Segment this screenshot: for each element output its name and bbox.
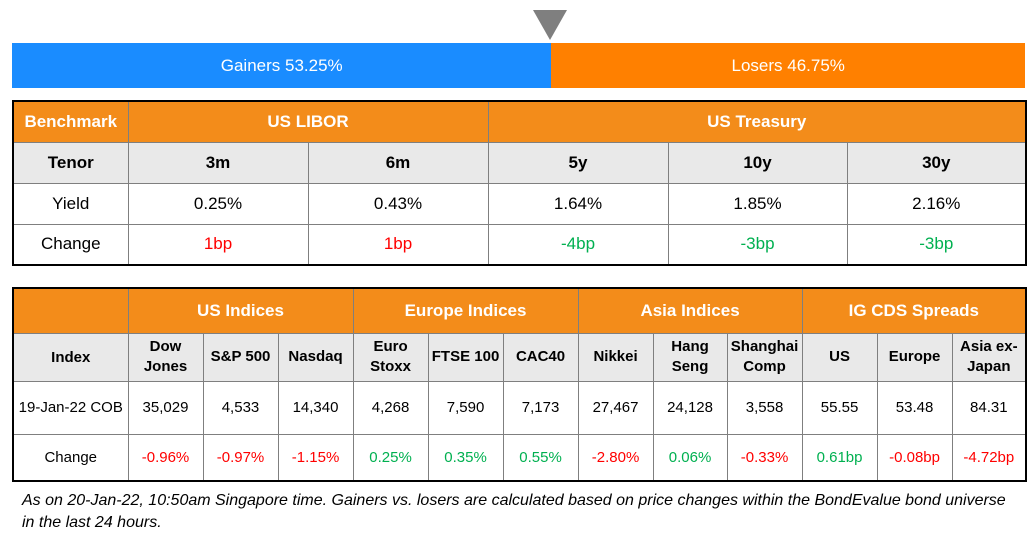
change-cell: -4bp: [487, 223, 669, 266]
index-value-row: 19-Jan-22 COB 35,029 4,533 14,340 4,268 7,59…: [12, 380, 1027, 435]
tenor-cell: 6m: [307, 141, 489, 184]
index-value-cell: 4,268: [352, 380, 429, 435]
index-change-cell: -0.96%: [127, 433, 204, 482]
index-value-cell: 84.31: [951, 380, 1027, 435]
yield-cell: 1.85%: [667, 182, 848, 225]
index-name-line: Comp: [743, 358, 786, 375]
date-label: 19-Jan-22 COB: [12, 380, 129, 435]
index-change-cell: -4.72bp: [951, 433, 1027, 482]
benchmark-header: Benchmark: [12, 100, 129, 143]
rates-change-row: Change 1bp 1bp -4bp -3bp -3bp: [12, 223, 1027, 266]
index-name-cell: Europe: [876, 332, 953, 382]
index-name-cell: FTSE 100: [427, 332, 504, 382]
index-name-cell: US: [801, 332, 878, 382]
index-change-cell: 0.25%: [352, 433, 429, 482]
index-name-cell: S&P 500: [202, 332, 279, 382]
index-name-line: US: [829, 348, 850, 365]
tenor-cell: 30y: [846, 141, 1027, 184]
index-name-cell: Dow Jones: [127, 332, 204, 382]
tenor-cell: 3m: [127, 141, 309, 184]
rates-header-row: Benchmark US LIBOR US Treasury: [12, 100, 1027, 143]
index-value-cell: 55.55: [801, 380, 878, 435]
index-name-line: Asia ex-: [960, 338, 1018, 355]
index-name-line: Nasdaq: [288, 348, 343, 365]
rates-table: Benchmark US LIBOR US Treasury Tenor 3m …: [12, 100, 1028, 266]
indices-header-row: US Indices Europe Indices Asia Indices I…: [12, 287, 1027, 334]
index-name-row: Index Dow Jones S&P 500 Nasdaq Euro Stoxx FTSE…: [12, 332, 1027, 382]
index-name-cell: Nasdaq: [277, 332, 354, 382]
index-value-cell: 7,173: [502, 380, 579, 435]
index-name-cell: Euro Stoxx: [352, 332, 429, 382]
index-change-cell: 0.61bp: [801, 433, 878, 482]
index-value-cell: 4,533: [202, 380, 279, 435]
index-change-cell: -1.15%: [277, 433, 354, 482]
us-treasury-header: US Treasury: [487, 100, 1027, 143]
index-name-line: Jones: [143, 358, 188, 375]
yield-cell: 2.16%: [846, 182, 1027, 225]
yield-cell: 1.64%: [487, 182, 669, 225]
index-value-cell: 53.48: [876, 380, 953, 435]
index-name-line: Seng: [671, 358, 709, 375]
index-name-line: FTSE 100: [431, 348, 500, 365]
index-name-line: Nikkei: [593, 348, 638, 365]
yield-cell: 0.25%: [127, 182, 309, 225]
blank-header-cell: [12, 287, 129, 334]
triangle-pointer-icon: [533, 10, 567, 40]
europe-indices-header: Europe Indices: [352, 287, 579, 334]
change-label: Change: [12, 223, 129, 266]
tenor-label: Tenor: [12, 141, 129, 184]
index-value-cell: 24,128: [652, 380, 728, 435]
us-libor-header: US LIBOR: [127, 100, 489, 143]
tenor-row: Tenor 3m 6m 5y 10y 30y: [12, 141, 1027, 184]
index-change-row: Change -0.96% -0.97% -1.15% 0.25% 0.35% 0.55%…: [12, 433, 1027, 482]
change-label: Change: [12, 433, 129, 482]
index-name-line: CAC40: [515, 348, 566, 365]
index-value-cell: 27,467: [577, 380, 654, 435]
index-change-cell: 0.55%: [502, 433, 579, 482]
index-change-cell: -0.08bp: [876, 433, 953, 482]
index-name-line: Stoxx: [370, 358, 411, 375]
index-name-line: Dow: [149, 338, 182, 355]
index-change-cell: -0.97%: [202, 433, 279, 482]
gainers-segment: Gainers 53.25%: [12, 43, 552, 88]
index-change-cell: -0.33%: [726, 433, 803, 482]
ig-cds-spreads-header: IG CDS Spreads: [801, 287, 1027, 334]
losers-segment: Losers 46.75%: [551, 43, 1025, 88]
index-change-cell: -2.80%: [577, 433, 654, 482]
change-cell: 1bp: [127, 223, 309, 266]
index-name-cell: Shanghai Comp: [726, 332, 803, 382]
index-name-line: Europe: [888, 348, 941, 365]
yield-cell: 0.43%: [307, 182, 489, 225]
change-cell: -3bp: [667, 223, 848, 266]
index-change-cell: 0.35%: [427, 433, 504, 482]
index-name-cell: Asia ex- Japan: [951, 332, 1027, 382]
index-name-line: Hang: [671, 338, 709, 355]
index-name-cell: CAC40: [502, 332, 579, 382]
yield-row: Yield 0.25% 0.43% 1.64% 1.85% 2.16%: [12, 182, 1027, 225]
footnote: As on 20-Jan-22, 10:50am Singapore time.…: [22, 492, 1006, 531]
change-cell: 1bp: [307, 223, 489, 266]
asia-indices-header: Asia Indices: [577, 287, 803, 334]
index-value-cell: 7,590: [427, 380, 504, 435]
index-name-line: Shanghai: [730, 338, 799, 355]
index-label: Index: [12, 332, 129, 382]
index-change-cell: 0.06%: [652, 433, 728, 482]
index-name-cell: Hang Seng: [652, 332, 728, 382]
index-value-cell: 14,340: [277, 380, 354, 435]
tenor-cell: 5y: [487, 141, 669, 184]
gainers-losers-bar: Gainers 53.25% Losers 46.75%: [12, 43, 1025, 88]
us-indices-header: US Indices: [127, 287, 354, 334]
index-name-line: Japan: [967, 358, 1011, 375]
index-name-line: S&P 500: [210, 348, 271, 365]
yield-label: Yield: [12, 182, 129, 225]
index-name-line: Euro: [373, 338, 408, 355]
index-value-cell: 3,558: [726, 380, 803, 435]
indices-table: US Indices Europe Indices Asia Indices I…: [12, 287, 1028, 482]
index-name-cell: Nikkei: [577, 332, 654, 382]
tenor-cell: 10y: [667, 141, 848, 184]
index-value-cell: 35,029: [127, 380, 204, 435]
change-cell: -3bp: [846, 223, 1027, 266]
